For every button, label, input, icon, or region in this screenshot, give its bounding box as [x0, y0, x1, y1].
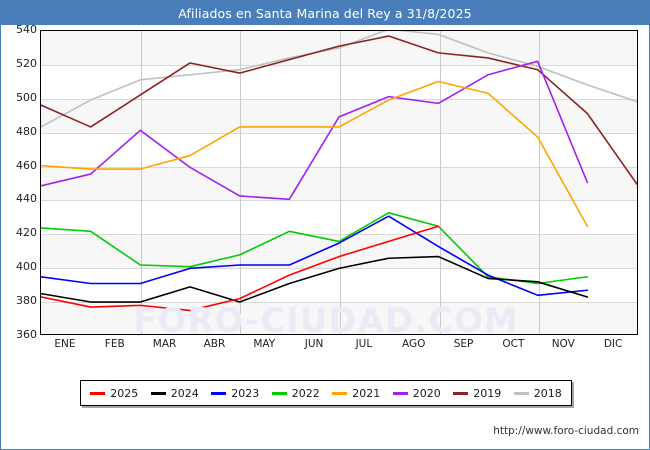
gridline-horizontal	[41, 98, 637, 100]
y-axis-tick-label: 400	[16, 260, 37, 274]
y-axis-tick-label: 360	[16, 328, 37, 341]
y-axis-tick-label: 420	[16, 226, 37, 240]
legend-color-swatch	[90, 391, 106, 395]
gridline-vertical	[240, 31, 242, 334]
x-axis-tick-label: MAY	[253, 338, 276, 350]
legend-color-swatch	[211, 391, 227, 395]
legend-item-2024[interactable]: 2024	[150, 386, 199, 400]
series-line-2022	[41, 212, 589, 285]
x-axis-tick-label: NOV	[551, 338, 575, 350]
gridline-vertical	[539, 31, 541, 334]
legend-color-swatch	[453, 391, 469, 395]
gridline-horizontal	[41, 234, 637, 236]
legend-item-2019[interactable]: 2019	[453, 387, 501, 400]
series-line-2025	[41, 225, 440, 312]
gridline-horizontal	[41, 132, 637, 134]
grid-band	[41, 302, 637, 334]
plot-area	[40, 30, 638, 335]
series-line-2023	[41, 215, 589, 297]
legend-color-swatch	[332, 391, 348, 395]
y-axis-tick-label: 440	[16, 192, 37, 206]
y-axis-tick-label: 520	[16, 56, 37, 70]
x-axis-tick-label: ABR	[203, 338, 226, 350]
x-axis-tick-label: ENE	[54, 338, 76, 350]
legend-item-label: 2024	[170, 386, 199, 400]
legend-item-label: 2018	[533, 386, 562, 400]
footer-url: http://www.foro-ciudad.com	[493, 425, 639, 437]
gridline-vertical	[340, 31, 341, 334]
legend-item-label: 2022	[291, 386, 320, 400]
legend-item-2022[interactable]: 2022	[271, 386, 320, 400]
y-axis-tick-label: 460	[16, 158, 37, 172]
series-line-2024	[41, 255, 589, 303]
plot-frame	[40, 30, 638, 335]
gridline-vertical	[140, 31, 142, 334]
gridline-horizontal	[41, 200, 637, 202]
legend-item-2020[interactable]: 2020	[392, 386, 441, 400]
legend-color-swatch	[150, 391, 166, 395]
legend-item-label: 2019	[473, 386, 502, 400]
gridline-horizontal	[41, 302, 637, 304]
y-axis-labels: 540 520 500 480 460 440 420 400 380 360	[1, 1, 37, 346]
series-line-2019	[41, 35, 637, 185]
gridline-horizontal	[41, 166, 637, 168]
x-axis-tick-label: OCT	[502, 338, 525, 350]
legend-item-2021[interactable]: 2021	[332, 387, 380, 400]
y-axis-tick-label: 380	[16, 294, 37, 308]
x-axis-labels: ENE FEB MAR ABR MAY JUN JUL AGO SEP OCT NOV DIC	[40, 338, 638, 356]
legend-item-label: 2023	[231, 386, 260, 400]
y-axis-tick-label: 500	[16, 90, 37, 104]
legend-item-label: 2021	[352, 386, 381, 400]
x-axis-tick-label: DIC	[603, 338, 623, 350]
grid-band	[41, 166, 637, 201]
x-axis-tick-label: AGO	[402, 338, 426, 350]
window-title-bar: Afiliados en Santa Marina del Rey a 31/8…	[1, 1, 649, 25]
legend-color-swatch	[392, 391, 408, 395]
y-axis-tick-label: 540	[16, 23, 37, 36]
chart-lines	[41, 31, 637, 312]
legend-item-label: 2025	[110, 386, 139, 400]
gridline-horizontal	[41, 64, 637, 66]
series-line-2021	[41, 80, 589, 228]
series-line-2020	[41, 60, 589, 201]
x-axis-tick-label: JUN	[304, 338, 324, 350]
legend-item-2023[interactable]: 2023	[211, 387, 259, 400]
gridline-vertical	[439, 31, 441, 334]
legend-color-swatch	[271, 391, 287, 395]
grid-band	[41, 234, 637, 269]
x-axis-tick-label: JUL	[355, 338, 373, 350]
y-axis-tick-label: 480	[16, 124, 37, 138]
legend-item-2018[interactable]: 2018	[513, 386, 562, 400]
page-title: Afiliados en Santa Marina del Rey a 31/8…	[178, 5, 472, 21]
x-axis-tick-label: SEP	[453, 338, 474, 350]
legend-color-swatch	[513, 391, 529, 395]
chart-legend: 2025 2024 2023 2022 2021 2020 2019 2018	[80, 380, 572, 406]
series-line-2018	[41, 31, 637, 128]
x-axis-tick-label: FEB	[104, 338, 125, 350]
legend-item-label: 2020	[412, 386, 441, 400]
x-axis-tick-label: MAR	[152, 338, 177, 350]
legend-item-2025[interactable]: 2025	[90, 387, 138, 400]
